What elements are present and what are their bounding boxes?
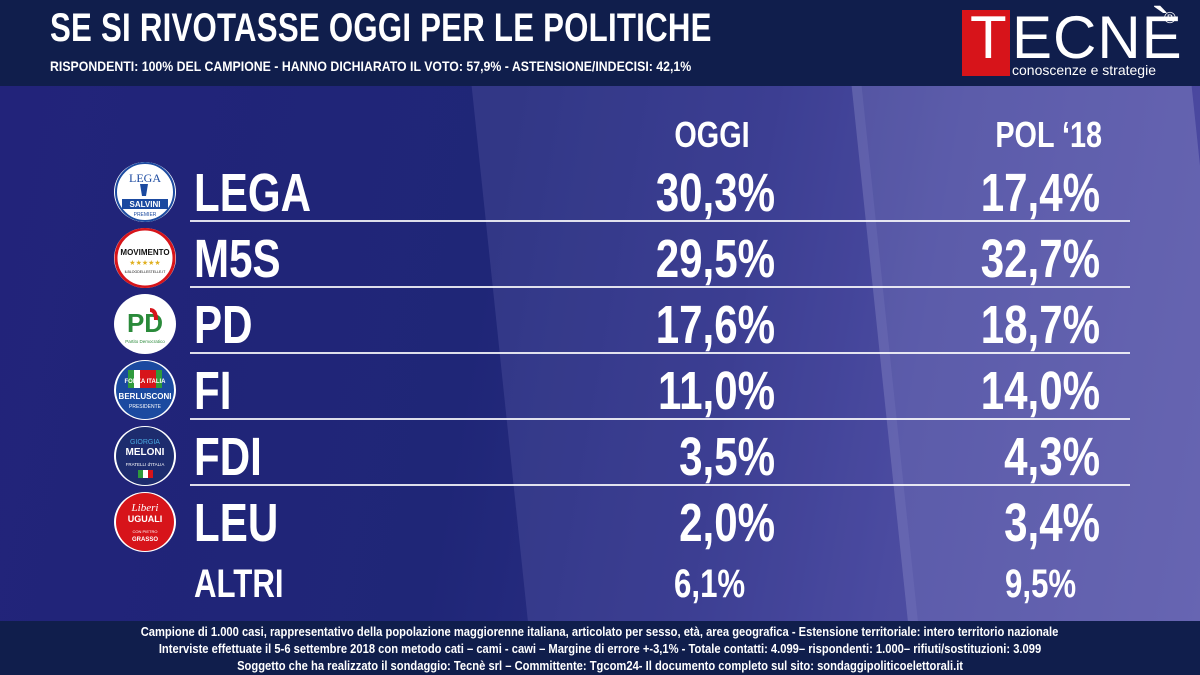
column-header-pol18: POL ‘18 [995,114,1103,155]
party-name: FI [194,361,232,421]
footer-line-1: Campione di 1.000 casi, rappresentativo … [141,624,1059,639]
page-subtitle: RISPONDENTI: 100% DEL CAMPIONE - HANNO D… [50,58,692,74]
value-pol18: 18,7% [980,295,1100,355]
fi-logo-top: FORZA ITALIA [125,379,167,385]
value-oggi: 17,6% [655,295,775,355]
pd-logo-sub: Partito Democratico [125,339,165,344]
party-name: LEU [194,493,279,553]
fratelli-italia-logo-icon: GIORGIA MELONI FRATELLI d'ITALIA [114,426,176,486]
value-oggi: 2,0% [678,493,775,553]
column-header-oggi: OGGI [674,114,750,155]
page-title: SE SI RIVOTASSE OGGI PER LE POLITICHE [50,6,712,50]
value-oggi: 29,5% [655,229,775,289]
tecne-logo-red-box [962,10,1010,76]
tecne-logo-wordmark: ECNÈ [1012,4,1183,71]
row-divider [190,484,1130,486]
forza-italia-logo-icon: FORZA ITALIA BERLUSCONI PRESIDENTE [114,360,176,420]
row-divider [190,418,1130,420]
lega-logo-sub: PREMIER [134,212,157,218]
row-divider [190,352,1130,354]
value-oggi: 3,5% [678,427,775,487]
pd-logo-mark: PD [127,308,163,338]
value-pol18: 3,4% [1003,493,1100,553]
table-row: ALTRI 6,1% 9,5% [0,550,1200,614]
party-name: FDI [194,427,262,487]
table-row: FORZA ITALIA BERLUSCONI PRESIDENTE FI 11… [0,356,1200,421]
value-pol18: 14,0% [980,361,1100,421]
value-pol18: 4,3% [1003,427,1100,487]
lega-salvini-logo-icon: LEGA SALVINI PREMIER [114,162,176,222]
table-row: MOVIMENTO ★★★★★ ILBLOGDELLESTELLE.IT M5S… [0,224,1200,289]
party-name: ALTRI [194,562,284,606]
table-row: LEGA SALVINI PREMIER LEGA 30,3% 17,4% [0,158,1200,223]
party-name: M5S [194,229,281,289]
tecne-logo-initial: T [970,4,1007,71]
row-divider [190,286,1130,288]
value-pol18: 32,7% [980,229,1100,289]
partito-democratico-logo-icon: PD Partito Democratico [114,294,176,354]
table-row: PD Partito Democratico PD 17,6% 18,7% [0,290,1200,355]
value-pol18: 9,5% [1004,562,1076,606]
value-oggi: 11,0% [657,361,775,421]
leu-logo-top: Liberi [131,502,159,514]
movimento-5-stelle-logo-icon: MOVIMENTO ★★★★★ ILBLOGDELLESTELLE.IT [114,228,176,288]
leu-logo-sub: CON PIETRO [133,529,158,534]
row-divider [190,220,1130,222]
fdi-logo-name: MELONI [126,447,165,458]
leu-logo-name: UGUALI [128,514,163,524]
value-oggi: 30,3% [655,163,775,223]
value-oggi: 6,1% [673,562,745,606]
fdi-logo-top: GIORGIA [130,439,160,446]
fi-logo-sub: PRESIDENTE [129,404,162,410]
table-row: GIORGIA MELONI FRATELLI d'ITALIA FDI 3,5… [0,422,1200,487]
fdi-logo-sub: FRATELLI d'ITALIA [126,462,165,467]
m5s-logo-stars: ★★★★★ [129,259,160,267]
tecne-tagline: conoscenze e strategie [1012,62,1156,78]
m5s-logo-name: MOVIMENTO [120,248,169,257]
registered-mark: ® [1164,10,1176,27]
lega-logo-name: SALVINI [130,200,161,209]
table-row: Liberi UGUALI CON PIETRO GRASSO LEU 2,0%… [0,488,1200,553]
liberi-uguali-logo-icon: Liberi UGUALI CON PIETRO GRASSO [114,492,176,552]
leu-logo-leader: GRASSO [132,537,158,543]
party-name: LEGA [194,163,312,223]
footer-line-3: Soggetto che ha realizzato il sondaggio:… [237,658,963,673]
party-name: PD [194,295,253,355]
results-panel: OGGI POL ‘18 LEGA SALVINI PREMIER LEGA 3… [0,86,1200,621]
value-pol18: 17,4% [980,163,1100,223]
methodology-footer: Campione di 1.000 casi, rappresentativo … [0,621,1200,675]
footer-line-2: Interviste effettuate il 5-6 settembre 2… [158,641,1042,656]
m5s-logo-url: ILBLOGDELLESTELLE.IT [125,270,167,274]
header-bar: SE SI RIVOTASSE OGGI PER LE POLITICHE RI… [0,0,1200,86]
fi-logo-name: BERLUSCONI [119,392,172,401]
lega-logo-top: LEGA [129,171,161,185]
